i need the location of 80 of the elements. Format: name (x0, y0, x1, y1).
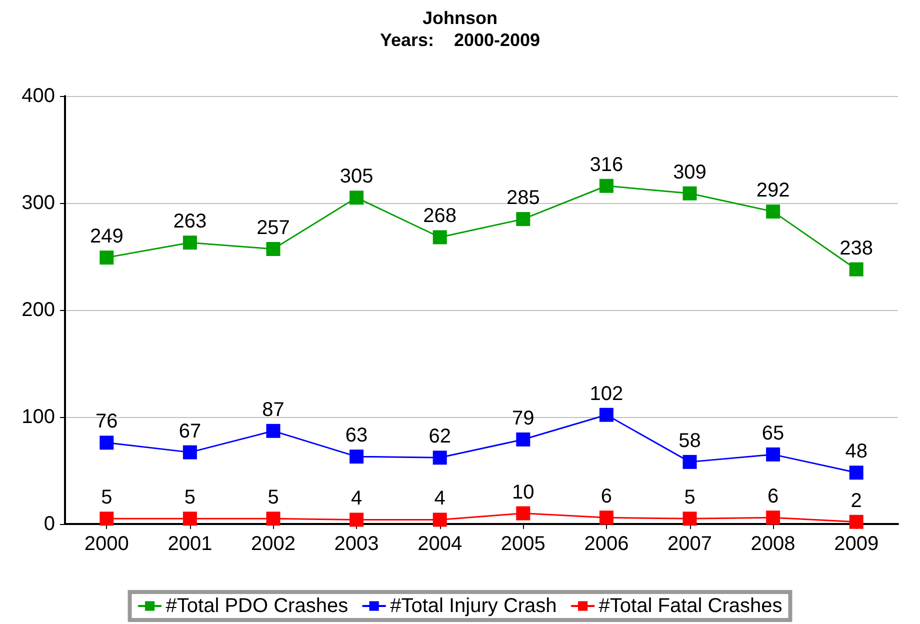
point (849, 262, 864, 276)
x-tick-label: 2006 (584, 533, 629, 555)
data-label: 10 (512, 481, 534, 504)
point (432, 450, 447, 465)
point (350, 512, 364, 527)
y-tick-label: 400 (22, 85, 55, 107)
point (682, 512, 697, 526)
chart-subtitle: Years: 2000-2009 (380, 30, 540, 50)
data-label: 257 (256, 217, 290, 240)
point (849, 514, 864, 529)
data-label: 58 (678, 430, 701, 452)
chart-title: Johnson (422, 8, 498, 28)
point (766, 510, 780, 525)
point (599, 510, 614, 525)
y-tick-label: 200 (22, 299, 55, 321)
x-tick-label: 2003 (334, 533, 379, 555)
x-tick-label: 2001 (168, 533, 212, 555)
point (432, 512, 447, 527)
data-label: 285 (506, 187, 540, 210)
point (516, 432, 530, 446)
data-label: 87 (262, 398, 284, 421)
point (516, 506, 530, 520)
point (182, 512, 197, 526)
data-label: 62 (428, 426, 451, 448)
point (100, 436, 114, 450)
data-label: 6 (767, 486, 779, 508)
point (682, 186, 697, 200)
point (266, 242, 280, 256)
data-label: 316 (590, 154, 624, 176)
point (766, 447, 780, 462)
data-label: 5 (101, 486, 112, 509)
data-label: 2 (850, 490, 862, 512)
y-tick-label: 300 (22, 192, 55, 214)
point (100, 250, 114, 265)
data-label: 5 (268, 486, 279, 509)
point (350, 190, 364, 205)
data-label: 65 (762, 422, 784, 444)
point (350, 450, 364, 464)
point (266, 424, 280, 438)
y-tick-label: 0 (44, 513, 55, 535)
data-label: 305 (340, 166, 374, 188)
legend-label: #Total Injury Crash (390, 595, 557, 617)
point (599, 408, 614, 422)
data-label: 268 (423, 205, 457, 228)
data-label: 63 (345, 424, 368, 447)
data-label: 4 (434, 488, 446, 510)
data-label: 79 (512, 407, 534, 430)
x-tick-label: 2005 (500, 533, 546, 555)
point (182, 236, 197, 250)
x-tick-label: 2008 (750, 533, 796, 555)
data-label: 5 (184, 486, 196, 509)
data-label: 6 (600, 486, 612, 508)
data-label: 263 (173, 210, 207, 233)
legend-label: #Total PDO Crashes (166, 595, 348, 617)
x-tick-label: 2002 (251, 533, 296, 555)
point (182, 445, 197, 460)
point (599, 178, 614, 193)
data-label: 238 (840, 237, 874, 260)
point (266, 512, 280, 526)
point (432, 230, 447, 244)
point (766, 204, 780, 219)
x-tick-label: 2009 (834, 533, 879, 555)
data-label: 102 (590, 382, 624, 405)
data-label: 5 (684, 486, 696, 509)
point (682, 454, 697, 469)
data-label: 48 (845, 440, 868, 463)
x-tick-label: 2000 (84, 533, 129, 555)
data-label: 309 (673, 161, 706, 184)
data-label: 76 (96, 410, 118, 433)
legend-label: #Total Fatal Crashes (598, 595, 782, 617)
point (516, 212, 530, 226)
x-tick-label: 2007 (668, 533, 712, 555)
x-tick-label: 2004 (418, 533, 462, 555)
data-label: 4 (350, 488, 362, 510)
y-tick-label: 100 (22, 406, 55, 428)
point (100, 512, 114, 526)
data-label: 67 (178, 420, 202, 442)
point (849, 466, 864, 480)
data-label: 249 (90, 226, 124, 248)
data-label: 292 (756, 180, 790, 202)
